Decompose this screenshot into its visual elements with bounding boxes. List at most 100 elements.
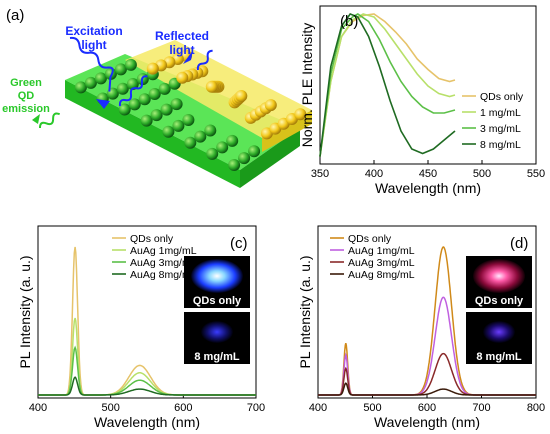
panel-d-inset-label-bottom: 8 mg/mL: [476, 351, 522, 363]
panel-c-legend-label: QDs only: [130, 233, 174, 245]
green-qd-sphere: [126, 78, 139, 90]
excitation-label-1: Excitation: [65, 24, 122, 38]
yellow-nanoparticle-sphere: [205, 80, 218, 93]
green-qd-sphere: [138, 93, 151, 106]
panel-d-x-tick-label: 700: [472, 402, 490, 414]
yellow-nanoparticle-spheres: [146, 49, 307, 140]
reflected-light-wave: [118, 75, 148, 107]
green-qd-sphere: [238, 152, 251, 165]
panel-d-inset-glow-top: [473, 259, 525, 293]
panel-d-x-axis-title: Wavelength (nm): [374, 414, 480, 430]
panel-b-y-axis-title: Norm. PLE Intensity: [299, 23, 315, 148]
panel-d-x-tick-label: 400: [309, 402, 327, 414]
panel-c-x-axis-title: Wavelength (nm): [94, 414, 200, 430]
green-qd-sphere: [140, 114, 153, 127]
yellow-nanoparticle-sphere: [264, 99, 277, 112]
panel-a-label: (a): [6, 7, 24, 24]
emission-label-2: QD: [18, 90, 35, 102]
panel-c-x-tick-label: 700: [247, 402, 265, 414]
panel-b-series-line: [319, 13, 456, 157]
panel-c-x-tick-label: 500: [101, 402, 119, 414]
panel-c-x-tick-label: 400: [29, 402, 47, 414]
panel-c-legend-label: AuAg 3mg/mL: [130, 257, 197, 269]
green-qd-sphere: [226, 134, 239, 147]
green-qd-sphere: [206, 147, 219, 160]
reflected-light-wave-2: [196, 49, 213, 71]
yellow-nanoparticle-sphere: [235, 90, 248, 102]
panel-d-legend-label: QDs only: [348, 233, 392, 245]
panel-b-x-axis-title: Wavelength (nm): [375, 180, 481, 196]
green-qd-sphere: [182, 114, 195, 126]
green-qd-sphere: [160, 103, 173, 116]
panel-b-legend-label: 1 mg/mL: [480, 107, 521, 119]
reflected-label-1: Reflected: [155, 29, 209, 43]
panel-c-label: (c): [230, 235, 248, 252]
green-qd-sphere: [184, 136, 197, 149]
panel-d-legend-label: AuAg 3mg/mL: [348, 257, 415, 269]
green-emission-wave: [38, 112, 61, 129]
yellow-slab-side: [262, 110, 312, 152]
green-qd-sphere: [124, 58, 137, 71]
green-qd-sphere: [84, 76, 97, 89]
emission-label-1: Green: [10, 77, 42, 89]
panel-c-inset-glow-top: [191, 259, 243, 293]
green-qd-sphere: [104, 67, 117, 80]
panel-d-legend-label: AuAg 8mg/mL: [348, 269, 415, 281]
panel-b-series-line: [319, 13, 456, 157]
panel-d-series-line: [318, 382, 536, 396]
green-qd-sphere: [158, 82, 171, 95]
excitation-label-2: light: [81, 38, 106, 52]
panel-b-x-tick-label: 500: [473, 168, 491, 180]
panel-c-inset-label-bottom: 8 mg/mL: [194, 351, 240, 363]
panel-c-plot-frame: [37, 225, 257, 399]
green-qd-sphere: [150, 109, 163, 122]
panel-c-series-line: [38, 376, 256, 396]
excitation-arrow-head: [96, 99, 110, 109]
green-slab-front: [65, 80, 240, 188]
panel-c-legend-label: AuAg 1mg/mL: [130, 245, 197, 257]
panel-c-y-axis-title: PL Intensity (a. u.): [17, 255, 33, 368]
green-qd-sphere: [128, 98, 141, 111]
green-qd-sphere: [118, 103, 131, 116]
panel-b-legend-label: QDs only: [480, 91, 524, 103]
panel-c-x-tick-label: 600: [174, 402, 192, 414]
panel-b-x-tick-label: 550: [527, 168, 545, 180]
panel-b-series-line: [319, 13, 456, 157]
panel-d-inset-glow-bottom: [483, 321, 515, 343]
panel-b-x-tick-label: 400: [365, 168, 383, 180]
yellow-nanoparticle-sphere: [294, 108, 307, 121]
reflected-arrow-head-1: [183, 50, 193, 64]
panel-b-x-tick-label: 450: [419, 168, 437, 180]
panel-d-legend-label: AuAg 1mg/mL: [348, 245, 415, 257]
yellow-nanoparticle-sphere: [176, 71, 189, 84]
yellow-nanoparticle-sphere: [146, 62, 159, 75]
panel-c-legend-label: AuAg 8mg/mL: [130, 269, 197, 281]
panel-b-x-tick-label: 350: [311, 168, 329, 180]
green-qd-sphere: [204, 124, 217, 137]
panel-d-x-tick-label: 600: [418, 402, 436, 414]
green-qd-sphere: [74, 81, 87, 94]
green-qd-sphere: [94, 72, 107, 85]
panel-b-legend-label: 8 mg/mL: [480, 139, 521, 151]
panel-d-inset-label-top: QDs only: [475, 295, 524, 307]
panel-b: 350 400 450 500 550 Wavelength (nm) Norm. PLE …: [299, 5, 545, 196]
panel-c-inset-label-top: QDs only: [193, 295, 242, 307]
excitation-light-wave: [69, 36, 114, 92]
green-emission-arrow-head: [32, 114, 40, 124]
panel-b-label: (b): [340, 13, 358, 30]
green-qd-sphere: [116, 82, 129, 95]
green-qd-sphere: [162, 125, 175, 138]
green-slab-side: [240, 128, 300, 188]
panel-d-label: (d): [510, 235, 528, 252]
emission-label-3: emission: [2, 103, 50, 115]
panel-d: 400 500 600 700 800 Wavelength (nm) PL Intensi…: [297, 225, 545, 430]
panel-d-x-tick-label: 500: [363, 402, 381, 414]
panel-d-y-axis-title: PL Intensity (a. u.): [297, 255, 313, 368]
green-qd-sphere: [194, 130, 207, 143]
panel-c-inset-glow-bottom: [201, 321, 233, 343]
green-qd-spheres: [74, 58, 261, 171]
panel-c: 400 500 600 700 Wavelength (nm) PL Intensity …: [17, 225, 265, 430]
green-qd-sphere: [170, 98, 183, 111]
green-qd-sphere: [148, 88, 161, 100]
green-qd-sphere: [228, 159, 241, 171]
